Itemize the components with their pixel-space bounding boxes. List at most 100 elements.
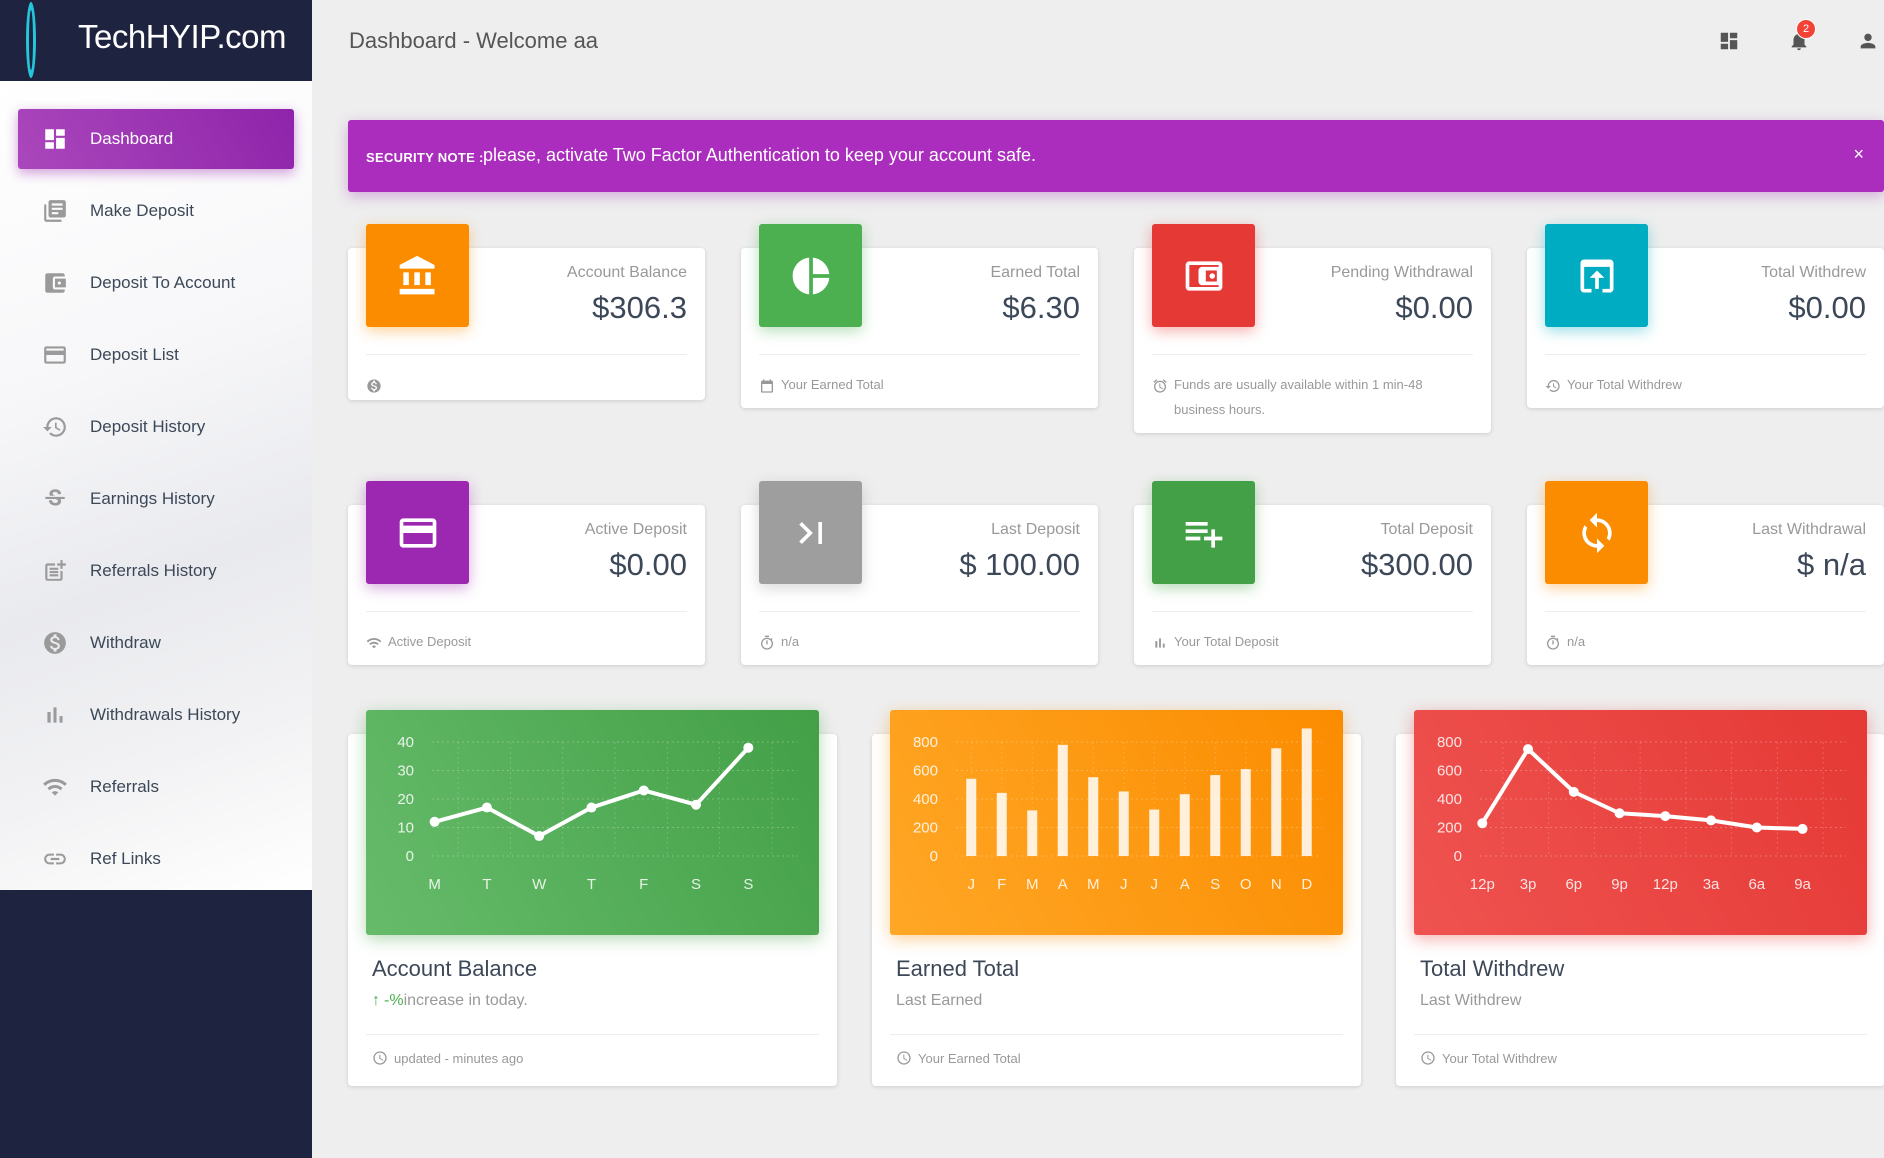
page-title: Dashboard - Welcome aa [349, 28, 599, 53]
bar [1057, 744, 1068, 856]
footer-text: Your Total Withdrew [1442, 1050, 1557, 1066]
data-point [691, 799, 702, 810]
bar [1179, 794, 1190, 856]
y-tick-label: 400 [1437, 791, 1462, 808]
sidebar-item-ref-links[interactable]: Ref Links [18, 829, 294, 889]
sidebar-menu: Dashboard Make Deposit Deposit To Account D… [0, 81, 312, 890]
stat-footer-text: Active Deposit [388, 634, 472, 649]
sidebar-item-deposit-history[interactable]: Deposit History [18, 397, 294, 457]
divider [890, 1034, 1343, 1035]
stat-value: $306.3 [592, 290, 687, 325]
library-books-icon [42, 198, 68, 224]
x-tick-label: 12p [1653, 876, 1678, 893]
alert-message: please, activate Two Factor Authenticati… [483, 145, 1036, 165]
stat-footer: Your Total Withdrew [1545, 372, 1844, 397]
chart-card-subtitle: ↑ -% increase in today. [372, 992, 528, 1010]
alert-close-button[interactable]: × [1853, 144, 1864, 164]
stat-card-last-deposit: Last Deposit $ 100.00 n/a [741, 481, 1098, 665]
y-tick-label: 600 [1437, 763, 1462, 780]
divider [366, 611, 687, 612]
chart-card-account-balance: 40 30 20 10 0 M T W T F S S Account Balance ↑ -% incre… [348, 710, 837, 1086]
divider [759, 611, 1080, 612]
data-point [743, 742, 754, 753]
x-tick-label: 3a [1703, 876, 1720, 893]
stat-label: Last Withdrawal [1752, 521, 1866, 538]
stat-footer-text: n/a [1567, 634, 1586, 649]
bar-chart-icon [42, 702, 68, 728]
chart-card-subtitle: Last Earned [896, 992, 982, 1010]
x-tick-label: 9a [1794, 876, 1811, 893]
stat-footer: n/a [1545, 629, 1844, 654]
sidebar-item-referrals[interactable]: Referrals [18, 757, 294, 817]
y-tick-label: 0 [406, 848, 414, 865]
x-tick-label: J [1151, 876, 1159, 893]
x-tick-label: T [587, 876, 596, 893]
sidebar-item-deposit-list[interactable]: Deposit List [18, 325, 294, 385]
bar [1088, 777, 1099, 856]
stat-footer: Your Total Deposit [1152, 629, 1451, 654]
y-tick-label: 0 [930, 848, 938, 865]
data-point [429, 816, 440, 827]
link-icon [42, 846, 68, 872]
sidebar-item-make-deposit[interactable]: Make Deposit [18, 181, 294, 241]
stat-label: Total Withdrew [1761, 264, 1866, 281]
data-point [1523, 744, 1534, 755]
chart-card-earned-total: 800 600 400 200 0 J F M A M J J A S O N D Earned Total Las… [872, 710, 1361, 1086]
sync-icon [1545, 481, 1648, 584]
sidebar-item-label: Referrals [90, 777, 159, 796]
data-point [1797, 823, 1808, 834]
data-point [1614, 808, 1625, 819]
chart-card-footer: Your Earned Total [896, 1050, 1021, 1066]
stat-value: $ n/a [1797, 547, 1866, 582]
bar [966, 778, 977, 856]
sidebar-item-label: Deposit To Account [90, 273, 236, 292]
sidebar-item-label: Withdrawals History [90, 705, 241, 724]
x-tick-label: J [968, 876, 976, 893]
sidebar-item-referrals-history[interactable]: Referrals History [18, 541, 294, 601]
x-tick-label: N [1271, 876, 1282, 893]
divider [366, 1034, 819, 1035]
data-point [1706, 815, 1717, 826]
bar [996, 792, 1007, 856]
user-icon[interactable] [1855, 28, 1881, 54]
chart-svg: 800 600 400 200 0 12p 3p 6p 9p 12p 3a 6a 9a [1437, 734, 1846, 893]
stat-footer-text: n/a [781, 634, 800, 649]
chart-line: 800 600 400 200 0 12p 3p 6p 9p 12p 3a 6a 9a [1414, 710, 1867, 935]
x-tick-label: S [691, 876, 701, 893]
account-balance-wallet-icon [42, 270, 68, 296]
sidebar-item-label: Referrals History [90, 561, 217, 580]
logo-bar[interactable]: TechHYIP.com [0, 0, 312, 81]
bar-chart-icon [1152, 634, 1168, 650]
sidebar-item-deposit-to-account[interactable]: Deposit To Account [18, 253, 294, 313]
upload-box-icon [1545, 224, 1648, 327]
data-point [534, 831, 545, 842]
sidebar-item-dashboard[interactable]: Dashboard [18, 109, 294, 169]
stat-footer: Your Earned Total [759, 372, 1058, 397]
stat-value: $0.00 [609, 547, 687, 582]
history-icon [1545, 377, 1561, 393]
stat-card-last-withdrawal: Last Withdrawal $ n/a n/a [1527, 481, 1884, 665]
data-point [1568, 786, 1579, 797]
clock-icon [372, 1050, 388, 1066]
alert-heading: SECURITY NOTE : [366, 150, 484, 165]
x-tick-label: D [1301, 876, 1312, 893]
stat-footer: n/a [759, 629, 1058, 654]
dashboard-icon[interactable] [1716, 28, 1742, 54]
sidebar-item-withdrawals-history[interactable]: Withdrawals History [18, 685, 294, 745]
sidebar-item-label: Earnings History [90, 489, 215, 508]
chart-card-footer: updated - minutes ago [372, 1050, 523, 1066]
bar [1271, 748, 1282, 856]
footer-text: updated - minutes ago [394, 1050, 524, 1066]
stat-card-account-balance: Account Balance $306.3 [348, 224, 705, 400]
timer-icon [759, 634, 775, 650]
stat-value: $300.00 [1360, 547, 1473, 582]
sidebar-item-earnings-history[interactable]: Earnings History [18, 469, 294, 529]
chart-card-title: Account Balance [372, 956, 538, 981]
data-point [1477, 818, 1488, 829]
post-add-icon [42, 558, 68, 584]
x-tick-label: F [639, 876, 648, 893]
stat-value: $0.00 [1788, 290, 1866, 325]
data-point [638, 785, 649, 796]
sidebar-item-withdraw[interactable]: Withdraw [18, 613, 294, 673]
stat-label: Active Deposit [584, 521, 687, 538]
